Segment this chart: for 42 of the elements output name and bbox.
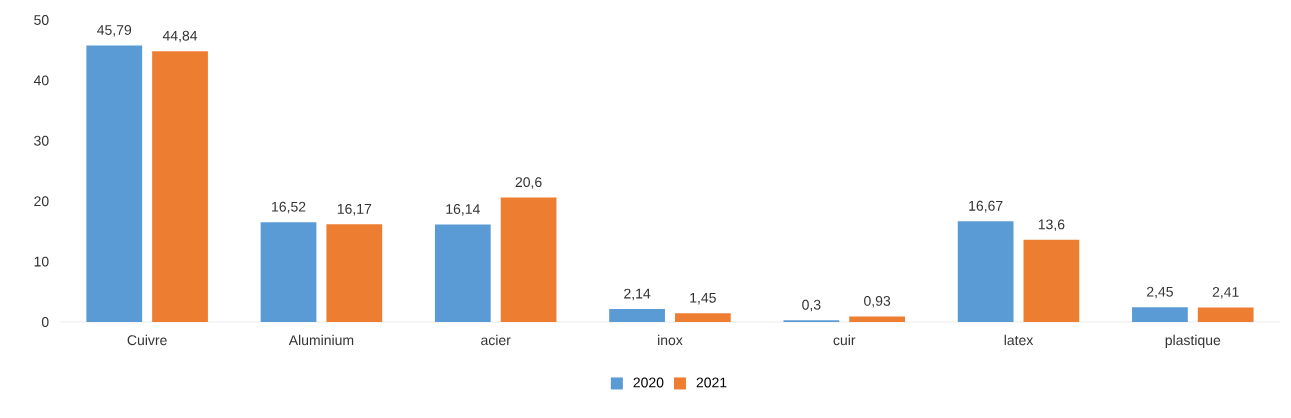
x-tick-label: inox — [658, 334, 683, 346]
x-tick-label: cuir — [833, 334, 856, 346]
data-label: 45,79 — [97, 24, 132, 37]
data-label: 2,45 — [1146, 286, 1173, 299]
bar — [500, 197, 557, 322]
bar — [326, 224, 383, 322]
bar — [86, 45, 143, 322]
bar — [609, 309, 665, 322]
data-label: 2,14 — [624, 288, 651, 301]
y-tick-label: 20 — [34, 196, 49, 207]
data-label: 1,45 — [690, 292, 716, 305]
bar — [1197, 307, 1254, 322]
data-label: 16,52 — [272, 201, 306, 214]
bar — [152, 51, 208, 322]
bar — [1132, 307, 1188, 322]
data-label: 16,14 — [446, 204, 480, 216]
bar — [957, 221, 1014, 322]
x-tick-label: Aluminium — [288, 334, 354, 346]
y-tick-label: 0 — [41, 317, 49, 327]
data-label: 0,93 — [864, 295, 891, 308]
legend-label: 2021 — [696, 377, 727, 388]
x-tick-label: plastique — [1165, 334, 1221, 348]
data-label: 13,6 — [1038, 219, 1065, 231]
x-tick-label: Cuivre — [127, 334, 167, 346]
bar — [260, 222, 317, 322]
data-label: 16,67 — [969, 200, 1003, 213]
data-label: 0,3 — [802, 299, 821, 312]
bar — [434, 224, 491, 322]
bar — [849, 316, 906, 322]
data-label: 20,6 — [515, 177, 542, 189]
y-tick-label: 30 — [34, 135, 49, 146]
bar — [1023, 239, 1080, 322]
bar — [674, 313, 731, 322]
y-tick-label: 40 — [33, 75, 49, 86]
data-label: 44,84 — [162, 30, 198, 43]
data-label: 2,41 — [1212, 287, 1239, 299]
y-tick-label: 50 — [34, 15, 49, 25]
y-tick-label: 10 — [34, 256, 49, 267]
data-label: 16,17 — [337, 203, 372, 216]
x-tick-label: latex — [1004, 334, 1034, 346]
legend-label: 2020 — [633, 377, 664, 388]
x-tick-label: acier — [481, 334, 511, 346]
